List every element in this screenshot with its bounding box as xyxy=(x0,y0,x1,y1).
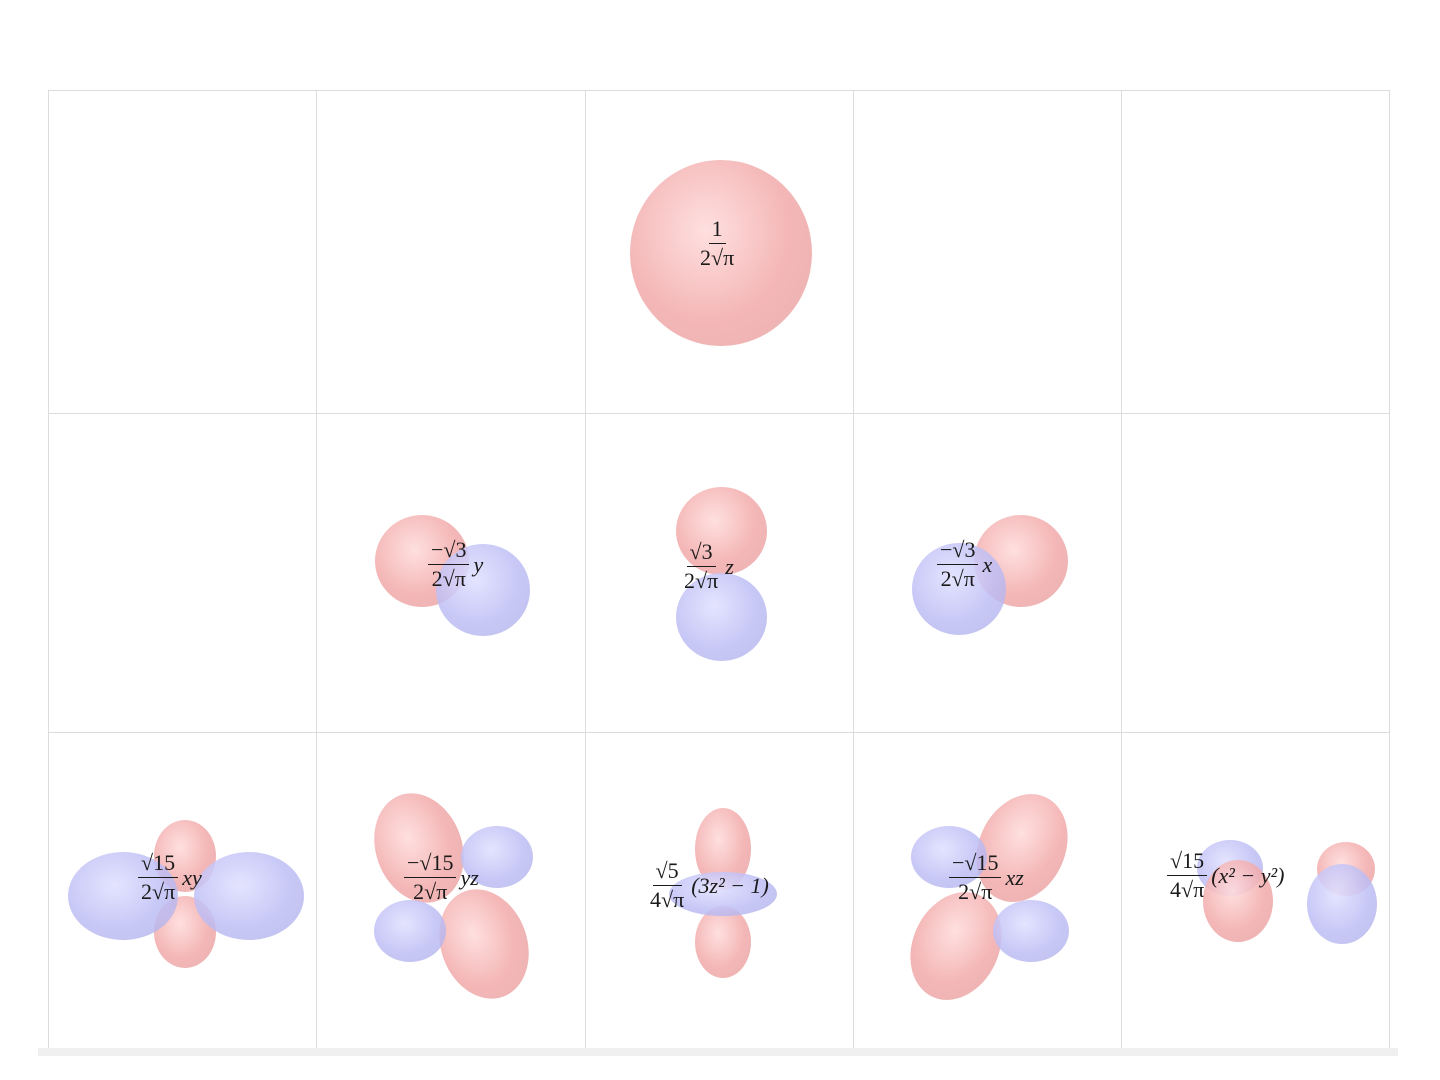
grid-line xyxy=(853,90,854,1050)
fraction: √15 2√π xyxy=(138,850,179,905)
harmonics-grid: 1 2√π −√3 2√π y √3 2√π z xyxy=(48,90,1390,1050)
negative-lobe xyxy=(68,852,178,940)
fraction: √3 2√π xyxy=(681,539,721,594)
grid-line xyxy=(585,90,586,1050)
formula-label: √15 2√π xy xyxy=(138,850,202,905)
fraction: −√3 2√π xyxy=(937,537,979,592)
negative-lobe xyxy=(676,573,767,661)
formula-label: √5 4√π (3z² − 1) xyxy=(647,858,769,913)
variable-suffix: (3z² − 1) xyxy=(691,872,769,898)
cell-l2-m0: √5 4√π (3z² − 1) xyxy=(585,732,853,1050)
numerator: √15 xyxy=(1167,848,1208,876)
variable-suffix: z xyxy=(725,553,734,579)
cell-l1-m-1: −√3 2√π y xyxy=(316,413,585,732)
variable-suffix: (x² − y²) xyxy=(1211,862,1285,888)
positive-lobe xyxy=(630,160,812,346)
positive-lobe xyxy=(1203,860,1273,942)
cell-l2-m-1: −√15 2√π yz xyxy=(316,732,585,1050)
denominator: 4√π xyxy=(650,887,685,912)
variable-suffix: yz xyxy=(460,864,479,890)
negative-lobe xyxy=(993,900,1069,962)
cell-l2-m-2: √15 2√π xy xyxy=(48,732,316,1050)
denominator: 2√π xyxy=(141,879,176,904)
numerator: −√15 xyxy=(404,850,457,878)
denominator: 2√π xyxy=(684,568,719,593)
cell-l1-m0: √3 2√π z xyxy=(585,413,853,732)
negative-lobe xyxy=(194,852,304,940)
cell-l1-m1: −√3 2√π x xyxy=(853,413,1121,732)
denominator: 2√π xyxy=(700,245,735,270)
fraction: √5 4√π xyxy=(647,858,687,913)
grid-line xyxy=(48,732,1390,733)
variable-suffix: y xyxy=(473,551,484,577)
cell-l0-m0: 1 2√π xyxy=(585,90,853,413)
formula-label: −√3 2√π y xyxy=(428,537,483,592)
formula-label: √3 2√π z xyxy=(681,539,734,594)
denominator: 2√π xyxy=(958,879,993,904)
numerator: −√3 xyxy=(937,537,979,565)
fraction: −√15 2√π xyxy=(404,850,457,905)
negative-lobe xyxy=(461,826,533,888)
variable-suffix: xz xyxy=(1005,864,1024,890)
cell-l2-m1: −√15 2√π xz xyxy=(853,732,1121,1050)
negative-lobe xyxy=(669,872,777,916)
bottom-scroll-strip xyxy=(38,1048,1398,1056)
numerator: √15 xyxy=(138,850,179,878)
formula-label: √15 4√π (x² − y²) xyxy=(1167,848,1284,903)
numerator: √5 xyxy=(652,858,682,886)
fraction: √15 4√π xyxy=(1167,848,1208,903)
negative-lobe xyxy=(436,544,530,636)
fraction: 1 2√π xyxy=(697,216,737,271)
formula-label: −√15 2√π yz xyxy=(404,850,479,905)
fraction: −√3 2√π xyxy=(428,537,470,592)
numerator: −√15 xyxy=(949,850,1002,878)
grid-line xyxy=(48,90,1390,91)
formula-label: −√3 2√π x xyxy=(937,537,992,592)
numerator: −√3 xyxy=(428,537,470,565)
denominator: 2√π xyxy=(431,566,466,591)
formula-label: 1 2√π xyxy=(697,216,741,271)
negative-lobe xyxy=(374,900,446,962)
grid-line xyxy=(1121,90,1122,1050)
variable-suffix: xy xyxy=(182,864,202,890)
denominator: 4√π xyxy=(1170,877,1205,902)
denominator: 2√π xyxy=(940,566,975,591)
grid-line xyxy=(316,90,317,1050)
positive-lobe xyxy=(676,487,767,575)
grid-line xyxy=(48,90,49,1050)
positive-lobe xyxy=(695,906,751,978)
variable-suffix: x xyxy=(982,551,993,577)
numerator: 1 xyxy=(708,216,726,244)
negative-lobe xyxy=(1307,864,1377,944)
formula-label: −√15 2√π xz xyxy=(949,850,1024,905)
numerator: √3 xyxy=(686,539,716,567)
fraction: −√15 2√π xyxy=(949,850,1002,905)
denominator: 2√π xyxy=(413,879,448,904)
grid-line xyxy=(48,413,1390,414)
grid-line xyxy=(1389,90,1390,1050)
negative-lobe xyxy=(912,543,1006,635)
cell-l2-m2: √15 4√π (x² − y²) xyxy=(1121,732,1389,1050)
